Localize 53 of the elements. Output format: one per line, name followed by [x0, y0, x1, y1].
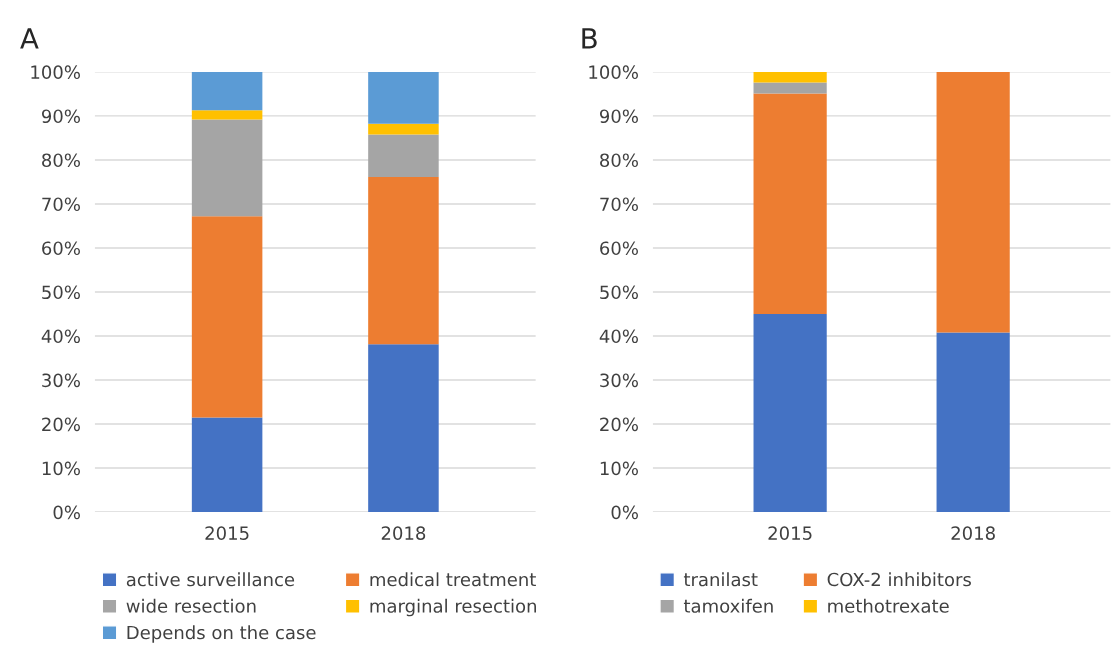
y-tick-label: 0%: [53, 505, 80, 520]
bar: [368, 134, 439, 178]
bar: [191, 119, 263, 217]
bar: [753, 82, 827, 94]
bar: [191, 110, 263, 120]
bar: [191, 71, 263, 111]
y-tick-label: 20%: [42, 417, 80, 432]
x-tick-label: 2018: [381, 526, 426, 540]
bar: [753, 93, 827, 314]
chart-title: A: [20, 28, 39, 49]
legend-label: Depends on the case: [127, 625, 316, 643]
y-tick-label: 30%: [600, 373, 638, 388]
x-tick-label: 2015: [205, 526, 249, 540]
bar: [191, 417, 263, 513]
y-tick-label: 60%: [600, 241, 638, 256]
y-tick-label: 70%: [600, 197, 638, 212]
legend-label: COX-2 inhibitors: [827, 572, 971, 587]
y-tick-label: 100%: [31, 65, 80, 80]
legend-label: active surveillance: [126, 572, 295, 587]
y-tick-label: 70%: [42, 197, 80, 212]
y-tick-label: 30%: [42, 373, 80, 388]
y-tick-label: 90%: [599, 109, 638, 124]
bar: [368, 344, 439, 513]
bar: [368, 123, 439, 135]
bar: [368, 177, 439, 345]
bar: [753, 71, 827, 83]
y-tick-label: 90%: [41, 109, 80, 124]
bar: [936, 71, 1010, 333]
bar: [191, 216, 263, 418]
chart-title: B: [582, 28, 597, 49]
bar: [936, 332, 1010, 513]
x-tick-label: 2018: [951, 526, 995, 540]
bar: [368, 71, 439, 124]
y-tick-label: 80%: [600, 153, 638, 168]
y-tick-label: 60%: [42, 241, 80, 256]
y-tick-label: 40%: [41, 329, 80, 344]
y-tick-label: 0%: [611, 505, 638, 520]
x-tick-label: 2015: [768, 526, 812, 540]
y-tick-label: 10%: [42, 461, 80, 476]
legend-label: wide resection: [126, 598, 256, 613]
y-tick-label: 50%: [42, 285, 80, 300]
y-tick-label: 10%: [600, 461, 638, 476]
legend-label: medical treatment: [370, 572, 536, 587]
y-tick-label: 100%: [589, 65, 638, 80]
legend-label: marginal resection: [370, 598, 536, 617]
legend-label: tamoxifen: [683, 598, 773, 613]
bar: [753, 313, 827, 513]
y-tick-label: 40%: [599, 329, 638, 344]
y-tick-label: 80%: [42, 153, 80, 168]
legend-label: tranilast: [683, 572, 758, 587]
legend-label: methotrexate: [828, 598, 949, 613]
y-tick-label: 50%: [600, 285, 638, 300]
y-tick-label: 20%: [600, 417, 638, 432]
